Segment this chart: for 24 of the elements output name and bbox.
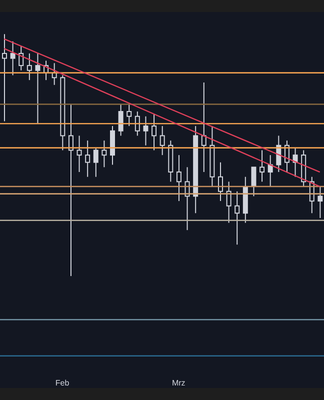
candlestick [226, 181, 232, 224]
candlestick [143, 116, 148, 146]
candlestick [152, 113, 157, 151]
candlestick [201, 82, 206, 173]
candlestick [168, 140, 174, 182]
candlestick [242, 176, 248, 224]
candlestick [68, 104, 74, 277]
candlestick [176, 154, 182, 202]
candlestick [234, 190, 240, 246]
candlestick [193, 126, 198, 214]
candlestick [218, 162, 223, 202]
candlestick [35, 52, 40, 124]
candlestick [85, 140, 90, 178]
candlestick [102, 140, 107, 168]
candlestick [110, 126, 115, 166]
candlestick [76, 135, 82, 173]
candlestick [210, 126, 215, 188]
x-tick-label: Feb [55, 378, 70, 388]
x-tick-label: Mrz [172, 378, 186, 388]
candlestick [26, 52, 32, 81]
candlestick [318, 186, 323, 218]
candlestick [260, 150, 265, 182]
candlestick [160, 126, 165, 156]
candlestick [10, 40, 16, 76]
